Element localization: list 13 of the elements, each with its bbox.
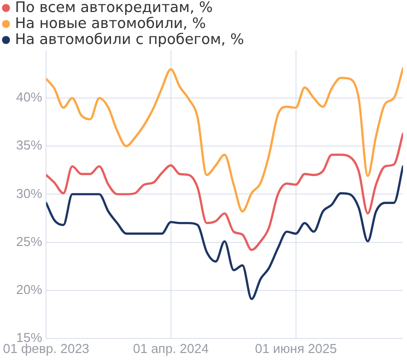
x-tick-label: 01 апр. 2024: [133, 340, 209, 356]
legend-label: По всем автокредитам, %: [15, 0, 213, 16]
y-tick-label: 20%: [16, 282, 43, 297]
x-tick-label: 01 июня 2025: [254, 340, 337, 356]
y-tick-label: 35%: [16, 138, 43, 153]
line-series: [46, 67, 403, 213]
line-series: [46, 132, 403, 252]
y-tick-label: 40%: [16, 90, 43, 105]
line-series: [46, 165, 403, 300]
legend-label: На новые автомобили, %: [15, 16, 206, 32]
y-tick-label: 25%: [16, 234, 43, 249]
legend-label: На автомобили с пробегом, %: [15, 32, 244, 48]
y-tick-label: 30%: [16, 186, 43, 201]
